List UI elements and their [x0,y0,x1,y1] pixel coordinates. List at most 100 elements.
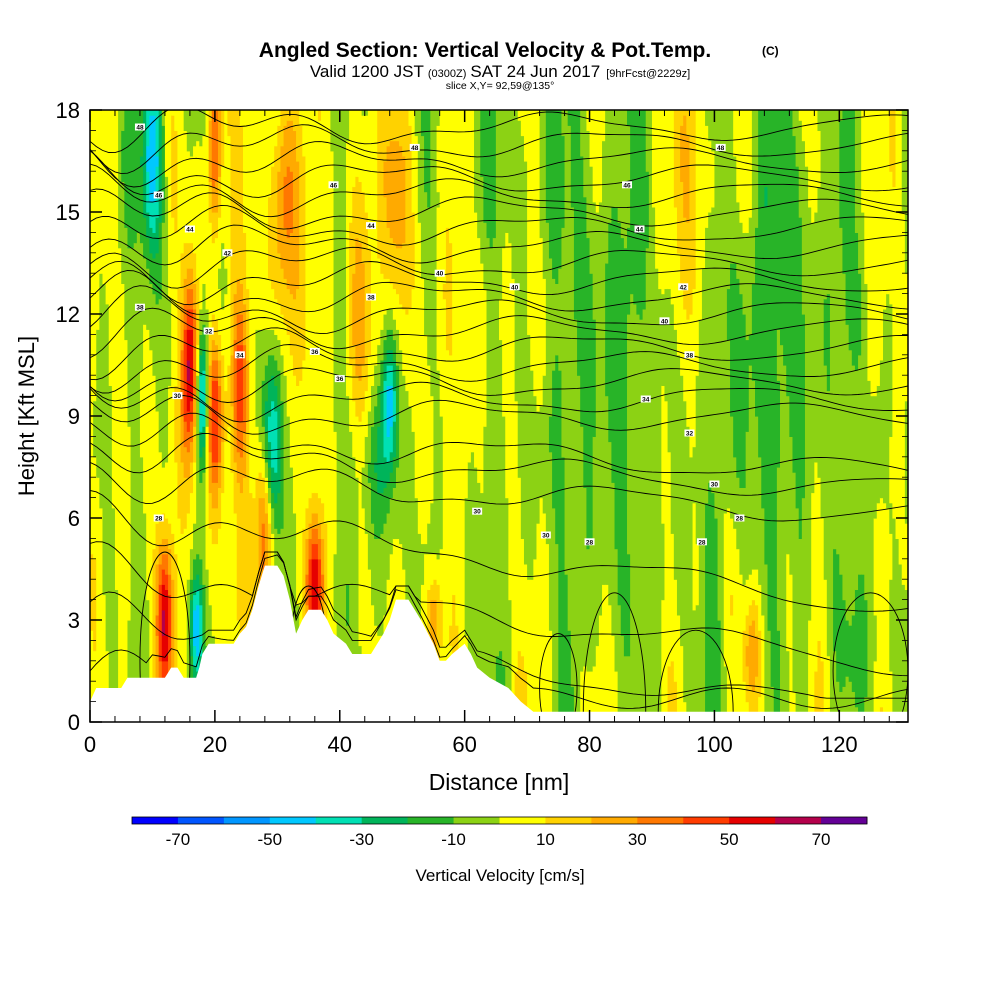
velocity-cell [283,110,288,126]
velocity-cell [817,477,822,641]
velocity-cell [683,400,687,703]
velocity-cell [383,110,388,162]
velocity-cell [648,110,653,722]
velocity-cell [776,630,781,722]
velocity-cell [402,375,406,570]
isentrope-label: 38 [136,305,144,312]
velocity-cell [327,110,332,722]
velocity-cell [161,635,166,662]
isentrope-label: 30 [542,533,550,540]
velocity-cell [883,308,887,504]
velocity-cell [733,155,737,264]
velocity-cell [736,548,741,722]
velocity-cell [839,574,844,692]
velocity-cell [530,579,534,722]
velocity-cell [755,227,759,417]
velocity-cell [124,110,129,228]
velocity-cell [842,273,847,601]
velocity-cell [711,150,716,208]
velocity-cell [689,456,694,722]
isentrope-label-bg [153,191,164,199]
velocity-cell [93,400,97,458]
velocity-cell [233,512,238,718]
isentrope-label: 36 [311,349,319,356]
velocity-cell [567,110,572,126]
velocity-cell [414,497,419,722]
velocity-cell [380,492,385,534]
velocity-cell [667,451,672,667]
velocity-cell [873,660,878,722]
velocity-cell [214,507,219,545]
velocity-cell [411,431,416,722]
velocity-cell [424,334,428,545]
velocity-cell [230,354,235,407]
velocity-cell [139,370,144,458]
velocity-cell [552,110,556,279]
velocity-cell [127,620,132,722]
colorbar-frame [131,816,868,825]
velocity-cell [436,206,441,371]
velocity-cell [370,385,375,427]
colorbar-bin [269,817,317,824]
velocity-cell [224,110,228,269]
isentrope-label-bg [684,351,695,359]
velocity-cell [264,400,269,432]
velocity-cell [367,354,372,412]
velocity-cell [826,390,831,657]
velocity-cell [171,110,175,116]
velocity-cell [736,201,741,279]
velocity-cell [392,242,397,290]
velocity-cell [745,339,750,432]
velocity-cell [420,584,425,647]
velocity-cell [889,303,893,437]
velocity-cell [199,584,203,606]
velocity-cell [236,314,241,346]
velocity-cell [879,359,884,499]
velocity-cell [508,242,513,601]
velocity-cell [146,268,150,330]
velocity-cell [389,426,394,453]
velocity-cell [826,293,831,392]
velocity-cell [221,492,225,667]
velocity-cell [605,395,609,585]
colorbar-bin [591,817,638,824]
velocity-cell [848,681,853,722]
x-tick-label: 80 [577,732,601,757]
velocity-cell [155,410,160,524]
velocity-cell [570,206,575,687]
velocity-cell [377,538,381,636]
velocity-cell [748,686,753,713]
velocity-cell [474,110,478,213]
velocity-cell [733,110,737,157]
velocity-cell [642,308,647,722]
velocity-cell [208,334,213,366]
velocity-cell [274,110,278,147]
velocity-cell [174,385,179,463]
velocity-cell [218,334,222,361]
velocity-cell [161,553,166,570]
velocity-cell [221,166,225,244]
velocity-cell [883,502,887,718]
isentrope-label-bg [184,225,195,233]
isentrope-line [90,150,908,198]
isentrope-label: 30 [174,393,182,400]
velocity-cell [286,120,291,167]
velocity-cell [367,247,372,356]
slice-label: slice X,Y= 92,59@135° [446,80,555,92]
velocity-cell [858,574,862,713]
velocity-cell [508,110,513,244]
velocity-cell [355,237,360,376]
velocity-cell [552,278,556,371]
velocity-cell [214,380,219,463]
velocity-cell [164,589,169,662]
velocity-cell [464,497,469,636]
velocity-cell [686,319,691,427]
velocity-cell [842,686,847,722]
velocity-cell [739,110,744,223]
velocity-cell [377,492,381,539]
isentrope-line [90,270,908,315]
velocity-cell [317,120,322,499]
isentrope-label: 38 [367,295,375,302]
velocity-cell [645,247,650,722]
velocity-cell [804,110,809,167]
